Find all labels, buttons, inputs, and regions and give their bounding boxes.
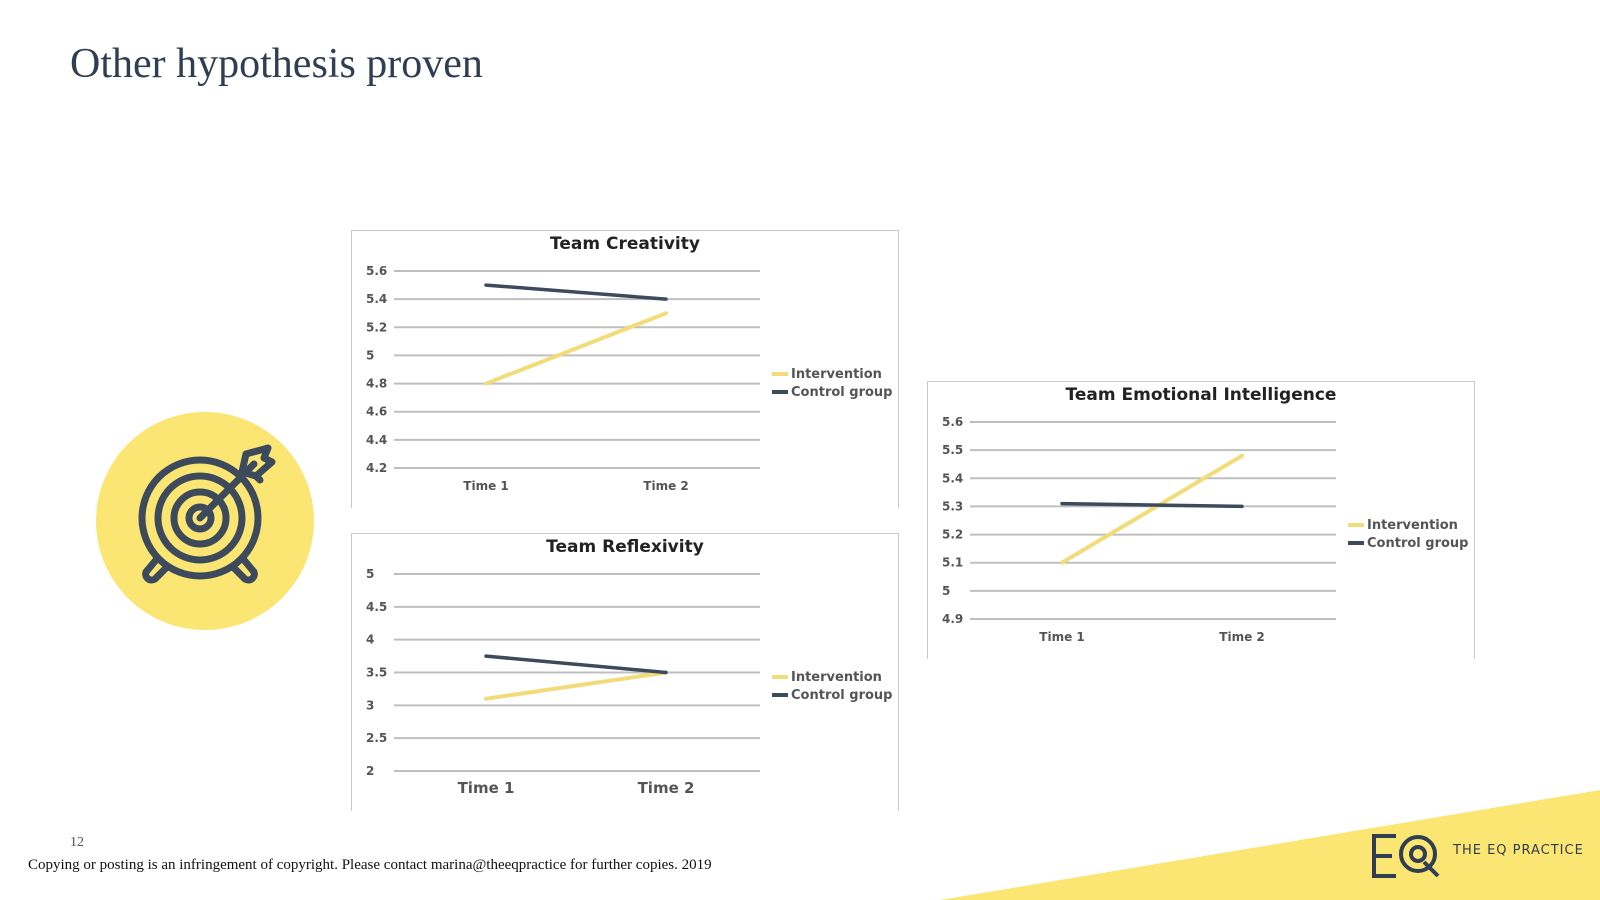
y-tick-label: 5.5 — [942, 443, 963, 457]
y-tick-label: 5 — [366, 348, 374, 362]
y-tick-label: 5.2 — [366, 320, 387, 334]
chart-title: Team Creativity — [550, 234, 700, 254]
team-reflexivity-chart: Team Reflexivity 5 4.5 4 3.5 3 2.5 2 Time 1 Time … — [351, 533, 899, 811]
copyright-notice: Copying or posting is an infringement of… — [28, 857, 712, 873]
x-tick-label: Time 1 — [463, 479, 508, 493]
legend-label: Intervention — [791, 367, 882, 382]
y-tick-label: 4 — [366, 633, 374, 647]
y-tick-label: 4.9 — [942, 612, 963, 626]
y-tick-label: 2 — [366, 764, 374, 778]
y-tick-label: 5.6 — [366, 264, 387, 278]
target-arrow-icon — [138, 444, 276, 584]
team-creativity-chart: Team Creativity 5.6 5.4 5.2 5 4.8 4.6 4.4 4.2 Tim… — [351, 230, 899, 508]
x-tick-label: Time 2 — [643, 479, 688, 493]
legend-label: Control group — [791, 385, 892, 400]
y-tick-label: 5.3 — [942, 499, 963, 513]
y-tick-label: 4.2 — [366, 461, 387, 475]
y-tick-label: 5 — [942, 584, 950, 598]
legend-label: Control group — [1367, 536, 1468, 551]
y-tick-label: 3 — [366, 698, 374, 712]
eq-logo-mark — [1372, 834, 1440, 878]
chart-title: Team Emotional Intelligence — [1066, 385, 1337, 405]
legend-label: Intervention — [1367, 518, 1458, 533]
y-tick-label: 5.6 — [942, 415, 963, 429]
series-line-control — [1060, 501, 1244, 509]
series-line-control — [484, 283, 668, 301]
chart-title: Team Reflexivity — [546, 537, 704, 557]
x-tick-label: Time 2 — [638, 779, 695, 797]
logo-text: THE EQ PRACTICE — [1453, 843, 1584, 858]
y-tick-label: 4.5 — [366, 600, 387, 614]
legend-label: Control group — [791, 688, 892, 703]
y-tick-label: 4.4 — [366, 433, 387, 447]
y-tick-label: 5.1 — [942, 556, 963, 570]
page-number: 12 — [70, 835, 84, 850]
y-tick-label: 5.2 — [942, 528, 963, 542]
team-emotional-intelligence-chart: Team Emotional Intelligence 5.6 5.5 5.4 5.3 5… — [927, 381, 1475, 659]
y-tick-label: 2.5 — [366, 731, 387, 745]
series-line-intervention — [484, 670, 668, 701]
x-tick-label: Time 1 — [458, 779, 515, 797]
y-tick-label: 5.4 — [366, 292, 387, 306]
series-line-control — [484, 654, 668, 675]
series-line-intervention — [484, 311, 668, 386]
x-tick-label: Time 1 — [1039, 630, 1084, 644]
legend-label: Intervention — [791, 670, 882, 685]
series-line-intervention — [1060, 453, 1244, 565]
y-tick-label: 4.6 — [366, 405, 387, 419]
target-badge — [96, 412, 314, 630]
y-tick-label: 5.4 — [942, 471, 963, 485]
y-tick-label: 4.8 — [366, 377, 387, 391]
y-tick-label: 5 — [366, 567, 374, 581]
x-tick-label: Time 2 — [1219, 630, 1264, 644]
page-title: Other hypothesis proven — [70, 41, 483, 87]
y-tick-label: 3.5 — [366, 666, 387, 680]
